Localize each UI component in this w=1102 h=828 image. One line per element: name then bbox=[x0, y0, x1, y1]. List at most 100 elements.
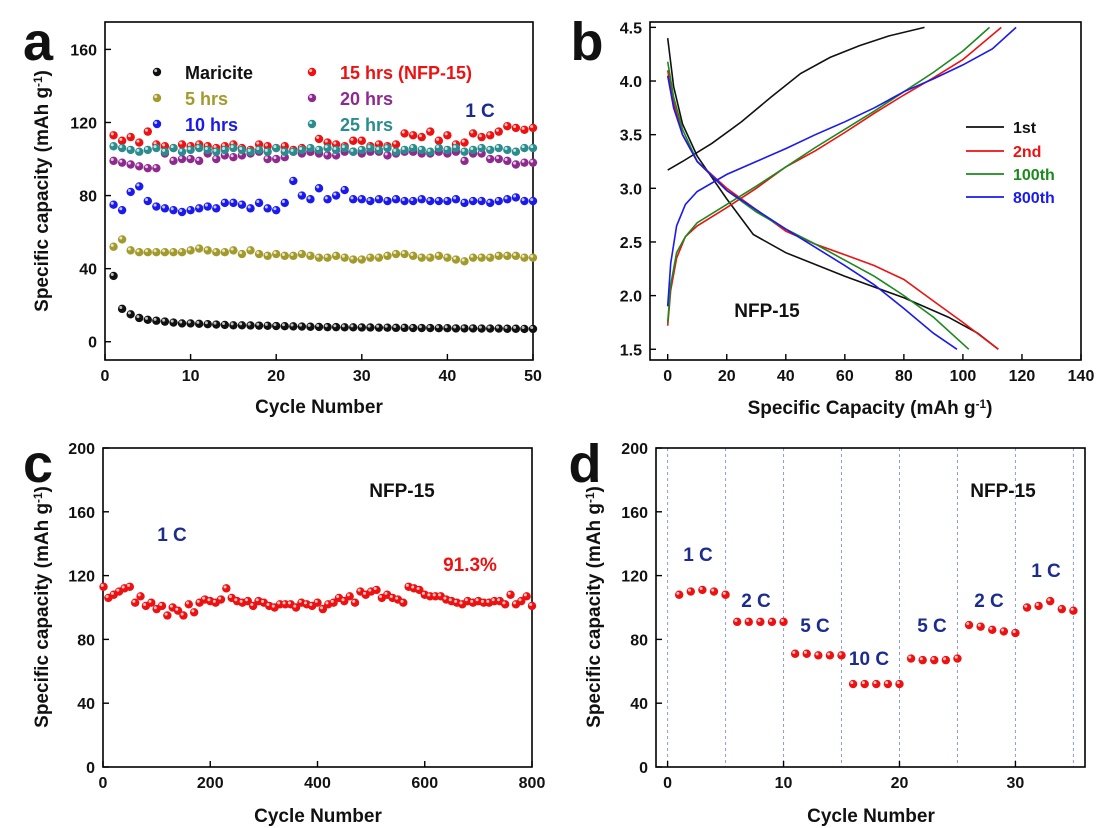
panel-a-point-maricite-highlight bbox=[264, 322, 268, 326]
panel-a-point-5-hrs-fill bbox=[117, 235, 127, 244]
panel-a-point-5-hrs bbox=[135, 248, 144, 257]
panel-a-point-10-hrs bbox=[391, 195, 401, 204]
panel-d-point bbox=[779, 617, 788, 627]
panel-d-point-highlight bbox=[815, 652, 819, 656]
panel-a-point-25-hrs bbox=[426, 147, 435, 156]
panel-a-point-25-hrs bbox=[486, 145, 495, 155]
panel-a-point-25-hrs-fill bbox=[194, 143, 204, 153]
panel-a-point-10-hrs-fill bbox=[486, 198, 495, 208]
panel-a-point-20-hrs bbox=[511, 160, 521, 169]
panel-c-point-highlight bbox=[405, 583, 409, 587]
panel-a-point-5-hrs bbox=[272, 249, 281, 259]
panel-d-point-fill bbox=[930, 655, 939, 665]
panel-a-point-20-hrs-fill bbox=[194, 156, 204, 166]
panel-a-point-20-hrs-fill bbox=[135, 162, 144, 171]
panel-c-point-highlight bbox=[196, 599, 200, 603]
panel-a-point-5-hrs-fill bbox=[434, 251, 444, 261]
panel-c-point-fill bbox=[147, 598, 156, 607]
panel-a-point-25-hrs bbox=[383, 143, 392, 153]
panel-a-point-maricite bbox=[289, 322, 298, 331]
panel-a-point-5-hrs-fill bbox=[486, 253, 495, 262]
panel-c-point-highlight bbox=[384, 591, 388, 595]
panel-c-point bbox=[243, 596, 252, 606]
panel-a-point-5-hrs bbox=[357, 255, 366, 264]
panel-a-point-10-hrs-highlight bbox=[230, 199, 234, 203]
panel-a-point-25-hrs-fill bbox=[366, 143, 375, 153]
panel-c-point bbox=[179, 611, 188, 620]
panel-a-point-10-hrs-fill bbox=[349, 195, 358, 204]
panel-a-point-15-hrs-nfp-15--highlight bbox=[196, 141, 200, 145]
panel-c-point-highlight bbox=[100, 583, 104, 587]
panel-c-point-highlight bbox=[362, 591, 366, 595]
panel-a-point-25-hrs-highlight bbox=[367, 145, 371, 149]
panel-a-point-25-hrs-fill bbox=[272, 143, 281, 153]
panel-a-point-25-hrs-highlight bbox=[530, 145, 534, 149]
panel-c-point-highlight bbox=[395, 596, 399, 600]
panel-c-point-highlight bbox=[346, 593, 350, 597]
panel-d-point-fill bbox=[941, 655, 951, 665]
panel-a-point-10-hrs bbox=[263, 204, 272, 213]
panel-a-point-maricite-fill bbox=[152, 316, 161, 325]
panel-a-point-maricite bbox=[494, 324, 503, 333]
panel-a-point-maricite bbox=[340, 323, 349, 332]
panel-a-point-25-hrs-highlight bbox=[213, 148, 217, 152]
panel-a-point-10-hrs bbox=[177, 207, 187, 217]
panel-a-point-maricite-fill bbox=[254, 321, 264, 330]
panel-a-point-20-hrs-fill bbox=[272, 154, 281, 164]
panel-a-point-5-hrs-fill bbox=[194, 244, 204, 253]
panel-c-point-highlight bbox=[502, 601, 506, 605]
panel-d-xlabel: Cycle Number bbox=[807, 806, 935, 827]
panel-d-point bbox=[1057, 604, 1067, 614]
panel-a-point-15-hrs-nfp-15- bbox=[177, 140, 187, 149]
panel-a-point-maricite-highlight bbox=[376, 324, 380, 328]
panel-c-point-highlight bbox=[389, 595, 393, 599]
panel-a-point-25-hrs-highlight bbox=[230, 145, 234, 149]
panel-a-point-15-hrs-nfp-15- bbox=[494, 127, 503, 136]
panel-a-point-20-hrs-fill bbox=[520, 158, 529, 167]
panel-a-point-5-hrs-highlight bbox=[393, 251, 397, 255]
panel-a-point-maricite-fill bbox=[229, 321, 238, 330]
panel-a-point-10-hrs bbox=[468, 196, 478, 206]
panel-c-point-fill bbox=[399, 598, 408, 607]
panel-d-point-fill bbox=[1022, 603, 1032, 612]
panel-a-point-10-hrs-highlight bbox=[436, 198, 440, 202]
panel-c-point-highlight bbox=[497, 598, 501, 602]
panel-a-point-25-hrs bbox=[289, 147, 298, 156]
panel-a-point-10-hrs bbox=[340, 185, 349, 195]
panel-a-point-10-hrs bbox=[117, 205, 127, 215]
panel-a-point-10-hrs-highlight bbox=[367, 198, 371, 202]
panel-d-point-highlight bbox=[850, 681, 854, 685]
panel-c-point-highlight bbox=[325, 601, 329, 605]
panel-d-point-fill bbox=[883, 679, 893, 689]
panel-a-point-20-hrs-highlight bbox=[384, 152, 388, 156]
panel-a-point-maricite-fill bbox=[117, 304, 127, 314]
panel-a-point-maricite-fill bbox=[289, 322, 298, 331]
panel-a-point-maricite-highlight bbox=[513, 325, 517, 329]
panel-a-point-maricite bbox=[331, 322, 341, 332]
panel-a-point-25-hrs-fill bbox=[340, 143, 349, 153]
panel-a-point-maricite-highlight bbox=[401, 324, 405, 328]
panel-a-point-15-hrs-nfp-15--fill bbox=[511, 123, 521, 133]
panel-a-point-15-hrs-nfp-15- bbox=[477, 132, 486, 142]
panel-a-point-5-hrs-fill bbox=[152, 248, 161, 257]
panel-a-point-15-hrs-nfp-15--highlight bbox=[350, 137, 354, 141]
panel-a-point-25-hrs-fill bbox=[486, 145, 495, 155]
panel-a-point-maricite-highlight bbox=[418, 325, 422, 329]
panel-a-point-25-hrs-fill bbox=[391, 147, 401, 156]
panel-a-legend-marker-highlight bbox=[309, 69, 313, 73]
panel-a-point-25-hrs-highlight bbox=[487, 146, 491, 150]
panel-a-point-maricite bbox=[468, 324, 478, 333]
panel-a-point-15-hrs-nfp-15--highlight bbox=[504, 123, 508, 127]
panel-a-point-maricite bbox=[152, 316, 161, 325]
panel-b-plot-frame bbox=[649, 21, 1082, 361]
panel-a-point-maricite-highlight bbox=[222, 322, 226, 326]
panel-a-point-maricite bbox=[126, 310, 135, 319]
panel-c-point-highlight bbox=[373, 587, 377, 591]
panel-a-point-10-hrs-fill bbox=[246, 204, 255, 213]
panel-a-point-10-hrs-highlight bbox=[487, 199, 491, 203]
panel-a-point-maricite-highlight bbox=[127, 311, 131, 315]
panel-a-point-5-hrs-fill bbox=[280, 251, 289, 261]
panel-a-xtick-label: 20 bbox=[267, 368, 285, 385]
panel-a-point-5-hrs bbox=[177, 248, 187, 257]
panel-c-point-highlight bbox=[427, 593, 431, 597]
